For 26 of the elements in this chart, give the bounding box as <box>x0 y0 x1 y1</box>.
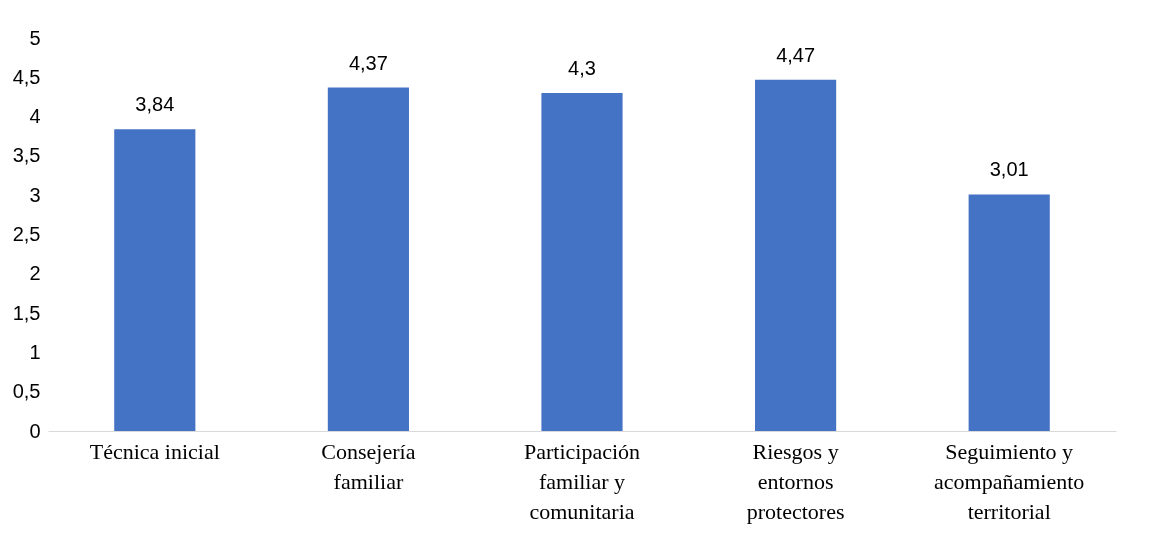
data-label: 4,47 <box>776 43 816 66</box>
data-label: 3,84 <box>135 93 175 116</box>
x-tick-label: Riesgos y entornos protectores <box>746 438 845 524</box>
y-tick-label: 0,5 <box>12 380 41 403</box>
y-tick-label: 1 <box>29 340 41 363</box>
data-label: 4,3 <box>568 57 596 80</box>
y-tick-label: 1,5 <box>12 301 41 324</box>
y-tick-label: 0 <box>29 419 41 442</box>
data-label: 4,37 <box>348 51 388 74</box>
y-tick-label: 2 <box>29 262 41 285</box>
y-tick-label: 2,5 <box>12 223 41 245</box>
y-tick-label: 3 <box>29 183 41 206</box>
bar <box>327 87 409 431</box>
bar <box>114 129 196 431</box>
y-tick-label: 4 <box>29 105 41 128</box>
y-tick-label: 4,5 <box>12 65 41 88</box>
x-tick-label: Consejería familiar <box>321 438 416 494</box>
bar <box>541 93 623 431</box>
x-tick-label: Técnica inicial <box>89 438 220 464</box>
x-tick-label: Seguimiento y acompañamiento territorial <box>934 438 1085 524</box>
data-label: 3,01 <box>989 158 1029 181</box>
x-tick-label: Participación familiar y comunitaria <box>523 438 641 524</box>
bar <box>968 194 1050 431</box>
y-tick-label: 5 <box>29 26 41 49</box>
bar <box>755 79 837 431</box>
y-tick-label: 3,5 <box>12 144 41 167</box>
